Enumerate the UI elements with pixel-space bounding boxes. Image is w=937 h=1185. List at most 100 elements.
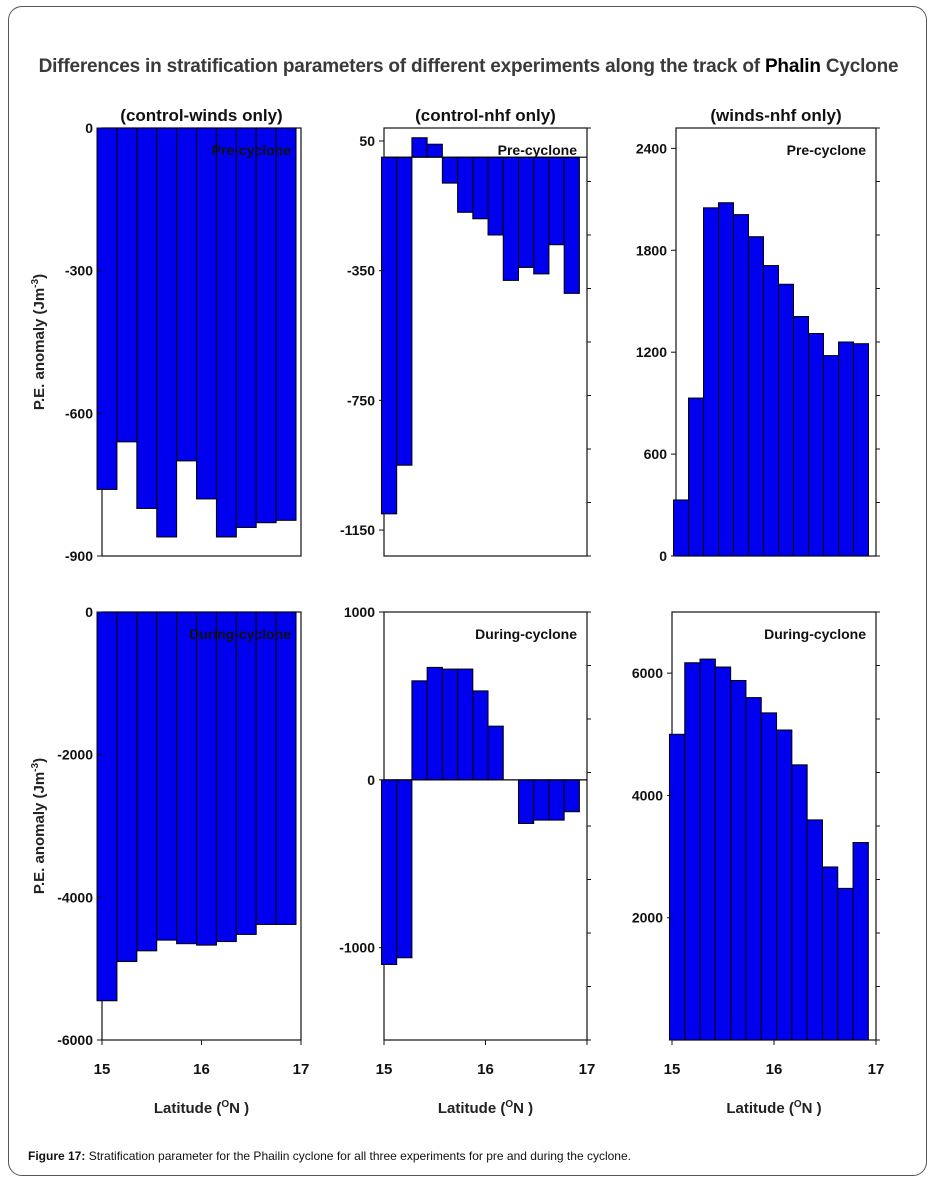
chart-5-bar-13 [563, 779, 580, 813]
chart-2-bar-5 [441, 156, 459, 184]
chart-5-annotation: During-cyclone [475, 626, 577, 642]
chart-3-bar-10 [808, 333, 824, 557]
chart-1-ytick-label-1: 0 [85, 120, 93, 136]
chart-4-ylabel: P.E. anomaly (Jm-3) [30, 758, 48, 894]
chart-6-bar-10 [806, 819, 823, 1041]
chart-6-bar-3 [699, 658, 716, 1041]
chart-2-ytick-label-1: 50 [359, 133, 375, 149]
chart-6-bar-5 [730, 679, 747, 1041]
chart-1-bar-1 [96, 127, 118, 490]
chart-4-ytick-label-2: -2000 [57, 747, 93, 763]
chart-3-ytick-label-5: 0 [659, 548, 667, 564]
chart-2-bar-1 [380, 156, 398, 515]
chart-3-annotation: Pre-cyclone [787, 142, 867, 158]
chart-5-bar-2 [396, 779, 413, 959]
chart-5-ytick-label-3: -1000 [339, 940, 375, 956]
chart-6-bar-6 [745, 697, 762, 1041]
chart-6-bar-9 [791, 764, 808, 1041]
chart-5-xtick-label-2: 16 [477, 1061, 494, 1078]
chart-1-bar-9 [255, 127, 277, 524]
chart-1-title: (control-winds only) [120, 106, 282, 125]
chart-2-bar-10 [517, 156, 535, 268]
chart-2-bar-9 [502, 156, 519, 281]
chart-4-annotation: During-cyclone [189, 626, 291, 642]
chart-5-bar-6 [457, 668, 474, 781]
chart-1-bar-8 [235, 127, 257, 528]
chart-6-ytick-label-3: 2000 [632, 910, 663, 926]
chart-4-bar-1 [96, 611, 118, 1002]
chart-6-xtick-label-3: 17 [868, 1061, 885, 1078]
chart-1-bar-5 [176, 127, 198, 462]
chart-3-bar-13 [853, 343, 869, 557]
chart-6-xlabel: Latitude (ON ) [726, 1099, 821, 1117]
chart-4-bar-6 [196, 611, 217, 946]
chart-2-title: (control-nhf only) [415, 106, 556, 125]
figure-frame [8, 6, 927, 1176]
chart-1-bar-4 [156, 127, 178, 538]
chart-5-plot-frame [383, 611, 588, 1041]
chart-1-bar-7 [215, 127, 237, 538]
chart-2-bar-3 [411, 137, 428, 158]
chart-6-bar-13 [852, 842, 869, 1041]
chart-3-bar-1 [673, 499, 689, 557]
chart-2-bar-2 [396, 156, 413, 466]
chart-2-annotation: Pre-cyclone [498, 142, 578, 158]
chart-4-bar-10 [275, 611, 297, 925]
chart-6-bar-12 [837, 887, 854, 1041]
chart-4-xtick-label-1: 15 [94, 1061, 111, 1078]
chart-2-bar-11 [533, 156, 550, 275]
chart-6-bar-8 [776, 729, 793, 1041]
chart-4-xtick-label-2: 16 [193, 1061, 210, 1078]
chart-3-title: (winds-nhf only) [710, 106, 841, 125]
chart-2-ytick-label-4: -1150 [340, 522, 375, 538]
chart-4-bar-5 [176, 611, 198, 945]
chart-5-bar-3 [411, 680, 428, 781]
chart-3-bar-3 [703, 207, 719, 557]
chart-6-xtick-label-2: 16 [766, 1061, 783, 1078]
chart-1-ytick-label-3: -600 [65, 405, 93, 421]
chart-2-ytick-label-3: -750 [347, 392, 375, 408]
chart-6-bar-2 [684, 662, 701, 1041]
chart-4-ytick-label-4: -6000 [57, 1032, 93, 1048]
chart-5-bar-10 [517, 779, 535, 824]
chart-6-xtick-label-1: 15 [664, 1061, 681, 1078]
chart-3-ytick-label-1: 2400 [636, 140, 667, 156]
chart-3-bar-8 [778, 283, 794, 557]
chart-3-bar-7 [763, 265, 779, 557]
chart-4-bar-3 [136, 611, 158, 952]
figure-title: Differences in stratification parameters… [38, 56, 899, 77]
chart-3-ytick-label-2: 1800 [636, 242, 667, 258]
chart-5-bar-12 [548, 779, 565, 821]
chart-2-ytick-label-2: -350 [347, 263, 375, 279]
chart-6-bar-7 [760, 712, 778, 1041]
chart-4-bar-8 [235, 611, 257, 935]
chart-5-bar-1 [380, 779, 398, 965]
chart-1-bar-3 [136, 127, 158, 509]
chart-6-ytick-label-2: 4000 [632, 787, 663, 803]
chart-2-bar-13 [563, 156, 580, 294]
chart-2-bar-4 [426, 143, 443, 158]
chart-5-ytick-label-2: 0 [367, 772, 375, 788]
figure-caption: Figure 17: Stratification parameter for … [28, 1149, 631, 1163]
chart-3-bar-5 [733, 214, 749, 557]
chart-2-bar-12 [548, 156, 565, 246]
chart-2-bar-8 [487, 156, 504, 236]
chart-1-bar-6 [196, 127, 217, 500]
chart-4-bar-9 [255, 611, 277, 925]
chart-2-bar-6 [457, 156, 474, 213]
chart-1-bar-10 [275, 127, 297, 521]
chart-2-bar-7 [472, 156, 489, 220]
chart-5-bar-5 [441, 668, 459, 781]
chart-4-ytick-label-3: -4000 [57, 889, 93, 905]
chart-4-bar-2 [116, 611, 138, 963]
chart-5-bar-8 [487, 725, 504, 781]
chart-3-bar-4 [718, 202, 734, 557]
chart-3-bar-2 [688, 397, 704, 557]
chart-1-ytick-label-4: -900 [65, 548, 93, 564]
chart-5-bar-4 [426, 666, 443, 781]
chart-4-bar-7 [215, 611, 237, 943]
chart-4-xtick-label-3: 17 [293, 1061, 310, 1078]
chart-6-annotation: During-cyclone [764, 626, 866, 642]
chart-1-bar-2 [116, 127, 138, 443]
